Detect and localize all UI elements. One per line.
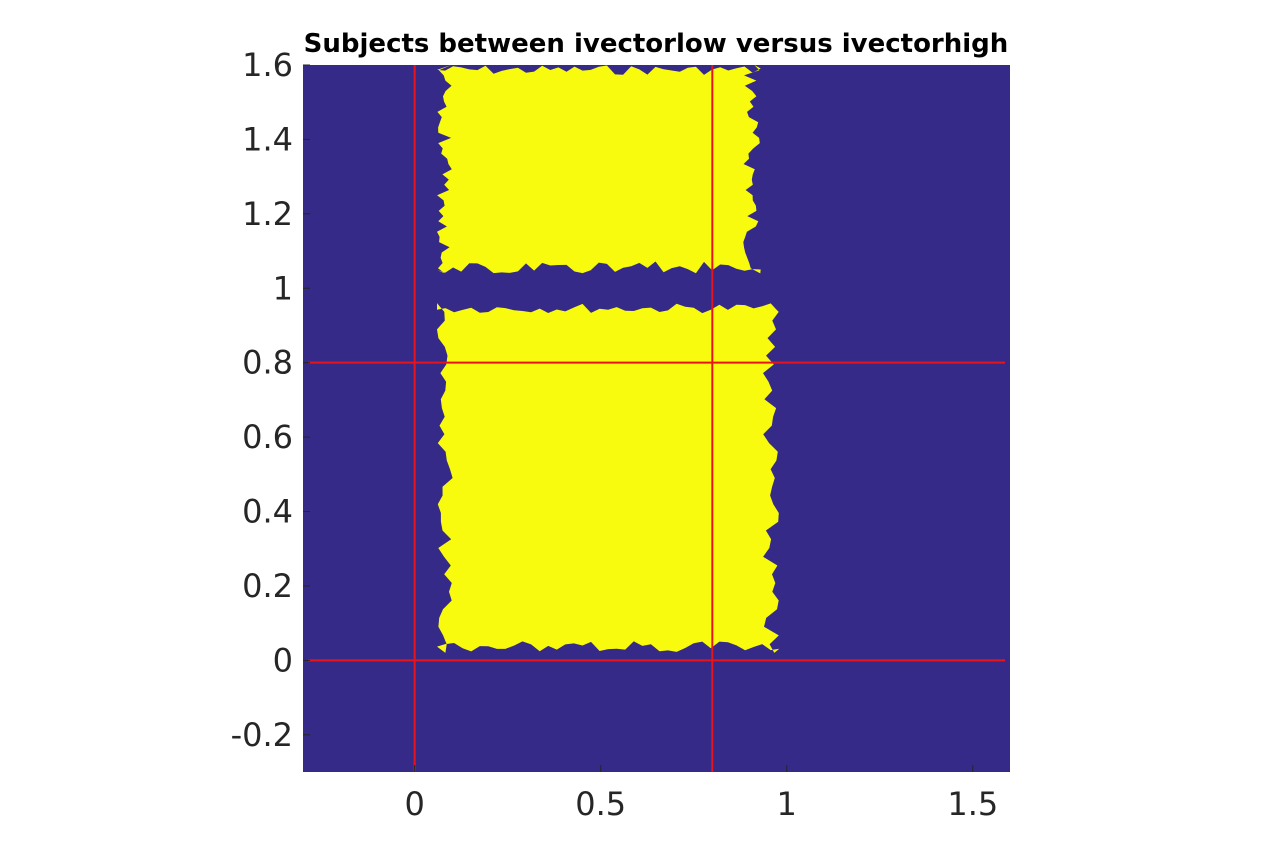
- y-tick-label: 1: [273, 269, 293, 307]
- x-tick-label: 1.5: [947, 785, 998, 823]
- highlight-regions: [437, 65, 780, 653]
- y-tick-label: 1.4: [242, 120, 293, 158]
- x-tick-label: 1: [777, 785, 797, 823]
- y-tick-label: 0.8: [242, 344, 293, 382]
- y-tick-label: 1.2: [242, 195, 293, 233]
- y-tick-label: 0.2: [242, 567, 293, 605]
- y-tick-label: 0.4: [242, 493, 293, 531]
- chart-title: Subjects between ivectorlow versus ivect…: [304, 29, 1009, 59]
- y-tick-label: -0.2: [231, 716, 293, 754]
- x-tick-label: 0.5: [575, 785, 626, 823]
- reference-lines: [308, 65, 1005, 772]
- x-tick-label: 0: [404, 785, 424, 823]
- y-tick-label: 0.6: [242, 418, 293, 456]
- y-axis-ticks: -0.2 0 0.2 0.4 0.6 0.8 1 1.2 1.4 1.6: [231, 46, 310, 754]
- lower-region: [437, 303, 780, 653]
- upper-region: [437, 65, 761, 274]
- x-axis-ticks: 0 0.5 1 1.5: [404, 765, 998, 823]
- y-tick-label: 0: [273, 641, 293, 679]
- y-tick-label: 1.6: [242, 46, 293, 84]
